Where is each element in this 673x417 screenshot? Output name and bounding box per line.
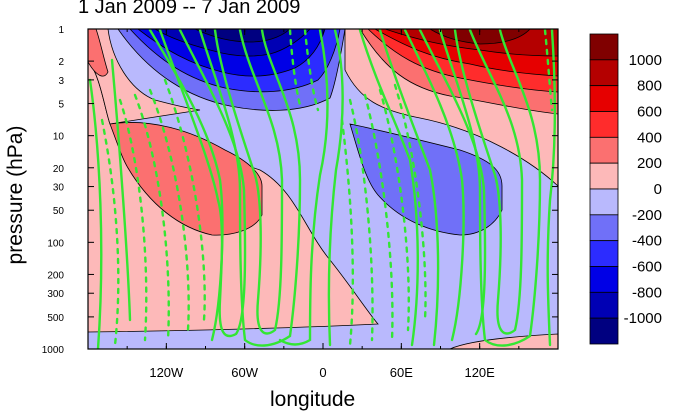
colorbar-label: 200 xyxy=(637,155,662,172)
region-west-cold-1000 xyxy=(194,29,291,43)
x-tick-label: 0 xyxy=(319,365,326,380)
colorbar-label: -200 xyxy=(632,207,662,224)
x-tick-labels: 120W 60W 0 60E 120E xyxy=(149,365,495,380)
colorbar-label: -1000 xyxy=(624,310,662,327)
contour-negative xyxy=(393,83,427,322)
y-tick-label: 500 xyxy=(47,313,64,324)
x-tick-label: 120E xyxy=(464,365,495,380)
colorbar-label: 600 xyxy=(637,104,662,121)
contour-negative xyxy=(348,98,374,342)
y-tick-label: 20 xyxy=(53,164,65,175)
y-tick-label: 100 xyxy=(47,238,64,249)
contour-negative xyxy=(543,29,554,112)
contour-negative xyxy=(363,93,394,342)
colorbar-box xyxy=(589,188,619,216)
y-tick-label: 2 xyxy=(58,57,64,68)
contour-positive xyxy=(418,29,487,336)
x-tick-label: 60W xyxy=(231,365,258,380)
contour-positive xyxy=(148,29,224,342)
colorbar-label: 400 xyxy=(637,129,662,146)
colorbar-label: -600 xyxy=(632,259,662,276)
contour-negative xyxy=(163,78,206,322)
contour-positive xyxy=(88,78,103,349)
contour-positive xyxy=(198,29,302,347)
contour-positive xyxy=(403,29,465,342)
contour-positive xyxy=(546,29,556,347)
colorbar-label: -400 xyxy=(632,233,662,250)
colorbar-box xyxy=(589,214,619,242)
colorbar-box xyxy=(589,266,619,293)
contour-positive xyxy=(453,29,524,335)
colorbar-label: 0 xyxy=(654,181,662,198)
y-tick-label: 30 xyxy=(53,183,65,194)
colorbar-label: -800 xyxy=(632,284,662,301)
contour-positive xyxy=(158,29,247,338)
contour-positive xyxy=(327,29,344,347)
colorbar-box xyxy=(589,162,619,190)
colorbar-box xyxy=(589,85,619,112)
colorbar-box xyxy=(589,317,619,345)
contour-negative xyxy=(148,88,190,332)
contour-negative xyxy=(340,118,355,347)
contour-positive xyxy=(213,29,284,335)
y-tick-label: 5 xyxy=(58,100,64,111)
colorbar-label: 800 xyxy=(637,78,662,95)
y-tick-label: 1000 xyxy=(42,345,65,356)
contour-negative-group xyxy=(100,29,554,347)
x-axis-label: longitude xyxy=(270,388,356,411)
contour-positive xyxy=(110,58,132,322)
contour-positive xyxy=(278,29,329,346)
region-positive-west-blob xyxy=(109,122,263,236)
y-tick-label: 10 xyxy=(53,132,65,143)
chart-title: 1 Jan 2009 -- 7 Jan 2009 xyxy=(78,0,301,18)
contour-negative xyxy=(303,29,320,112)
colorbar-box xyxy=(589,111,619,138)
contour-negative xyxy=(100,118,120,347)
y-tick-label: 200 xyxy=(47,270,64,281)
colorbar-box xyxy=(589,240,619,267)
contour-negative xyxy=(288,29,302,107)
colorbar-box xyxy=(589,291,619,319)
contour-negative xyxy=(118,98,148,342)
colorbar: 1000 800 600 400 200 0 -200 -400 -600 -800 -1000 xyxy=(589,33,662,345)
x-tick-label: 120W xyxy=(149,365,184,380)
y-tick-label: 1 xyxy=(58,25,64,36)
shaded-field xyxy=(88,29,558,349)
region-positive-west-top xyxy=(88,29,109,77)
axis-ticks xyxy=(88,28,558,350)
contour-positive xyxy=(358,29,419,347)
y-axis-label: pressure (hPa) xyxy=(4,125,27,265)
colorbar-label: 1000 xyxy=(629,52,662,69)
colorbar-box xyxy=(589,136,619,164)
y-tick-label: 300 xyxy=(47,289,64,300)
x-tick-label: 60E xyxy=(390,365,413,380)
y-tick-label: 3 xyxy=(58,76,64,87)
contour-positive xyxy=(378,29,440,347)
colorbar-box xyxy=(589,33,619,61)
colorbar-box xyxy=(589,59,619,87)
y-tick-labels: 1 2 3 5 10 20 30 50 100 200 300 500 1000 xyxy=(42,25,65,356)
contour-negative xyxy=(133,93,170,342)
contour-positive xyxy=(438,29,542,347)
y-tick-label: 50 xyxy=(53,206,65,217)
contour-negative xyxy=(378,88,410,332)
overlay-contours xyxy=(88,29,556,349)
